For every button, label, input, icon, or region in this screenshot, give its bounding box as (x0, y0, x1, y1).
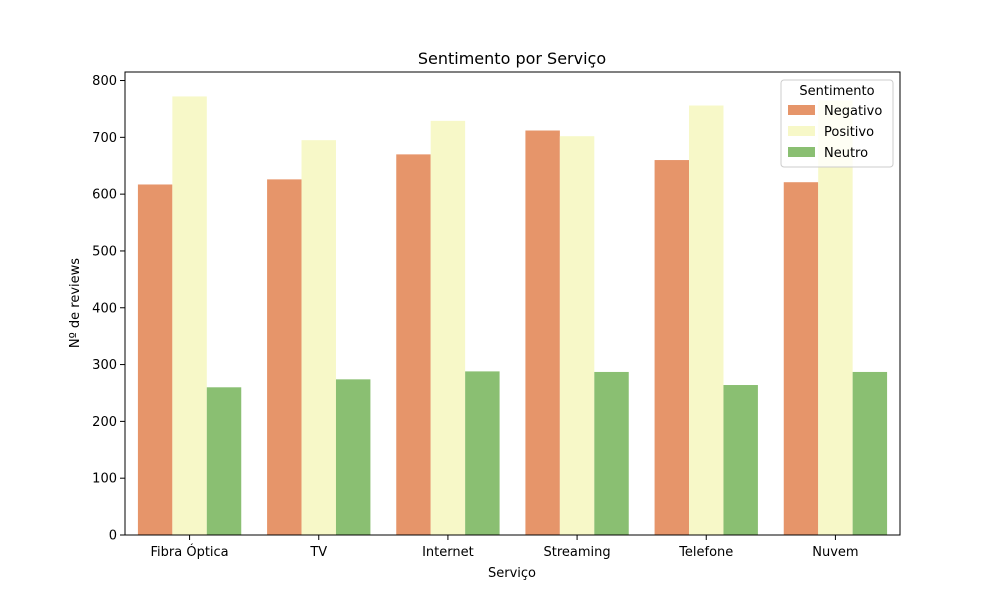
bar-negativo-5 (783, 182, 819, 535)
y-tick-label: 100 (92, 472, 117, 487)
legend-box (780, 79, 894, 168)
legend-swatch-positivo (788, 126, 815, 136)
x-tick-label: Fibra Óptica (151, 544, 229, 560)
legend: Sentimento Negativo Positivo Neutro (780, 79, 894, 168)
bar-positivo-0 (172, 96, 207, 535)
bar-neutro-2 (465, 371, 500, 535)
x-axis-label: Serviço (488, 566, 536, 581)
bar-neutro-0 (206, 387, 242, 535)
plot-frame (124, 71, 901, 536)
bar-positivo-3 (559, 136, 595, 535)
bar-positivo-2 (430, 120, 466, 535)
bar-positivo-4 (689, 105, 724, 535)
legend-swatch-neutro (788, 147, 815, 157)
y-tick-label: 0 (109, 529, 117, 544)
bars-group (137, 96, 888, 536)
bar-neutro-3 (594, 371, 629, 535)
y-axis: 0 100 200 300 400 500 600 700 800 (92, 74, 125, 544)
bar-neutro-5 (852, 371, 888, 535)
x-tick-label: TV (309, 545, 327, 560)
y-axis-label: Nº de reviews (68, 258, 83, 348)
y-tick-label: 500 (92, 244, 117, 259)
legend-label-positivo: Positivo (824, 125, 874, 140)
bar-negativo-1 (267, 179, 302, 536)
y-tick-label: 700 (92, 131, 117, 146)
x-tick-label: Nuvem (812, 545, 858, 560)
bar-positivo-5 (818, 100, 853, 535)
bar-negativo-4 (654, 160, 690, 535)
bar-positivo-1 (301, 140, 336, 535)
x-tick-label: Telefone (678, 545, 733, 560)
legend-label-negativo: Negativo (824, 104, 882, 119)
y-tick-label: 800 (92, 74, 117, 89)
y-tick-label: 200 (92, 415, 117, 430)
legend-title: Sentimento (799, 84, 874, 99)
bar-negativo-2 (396, 154, 431, 535)
y-tick-label: 600 (92, 188, 117, 203)
y-tick-label: 400 (92, 301, 117, 316)
chart-title: Sentimento por Serviço (418, 49, 606, 68)
bar-negativo-0 (137, 184, 173, 535)
legend-swatch-negativo (788, 105, 815, 115)
bar-neutro-1 (335, 379, 371, 535)
bar-neutro-4 (723, 385, 758, 535)
bar-negativo-3 (525, 130, 560, 536)
x-tick-label: Internet (422, 545, 474, 560)
y-tick-label: 300 (92, 358, 117, 373)
x-tick-label: Streaming (544, 545, 611, 560)
x-axis: Fibra Óptica TV Internet Streaming Telefone N… (151, 535, 859, 560)
legend-label-neutro: Neutro (824, 146, 868, 161)
